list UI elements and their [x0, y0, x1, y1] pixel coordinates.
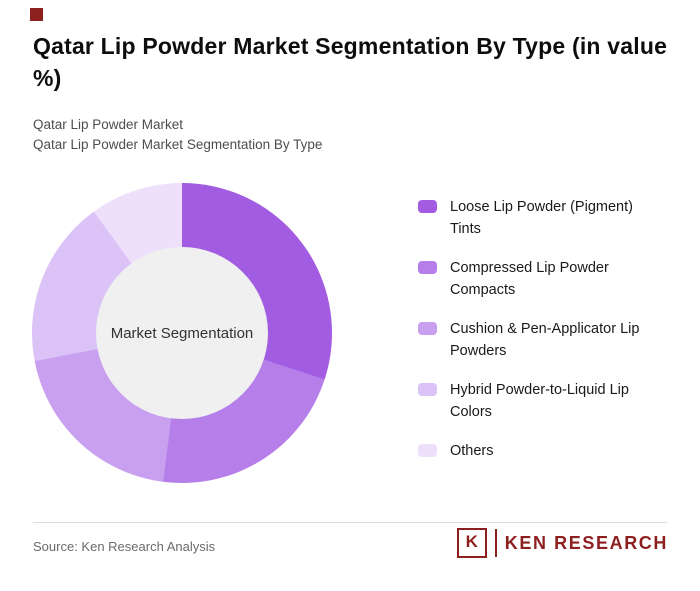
source-text: Source: Ken Research Analysis [33, 539, 216, 554]
logo-k-icon: K [456, 528, 487, 558]
chart-subtitle-segmentation: Qatar Lip Powder Market Segmentation By … [33, 137, 323, 152]
legend-item: Loose Lip Powder (Pigment) Tints [418, 196, 668, 241]
legend-label: Hybrid Powder-to-Liquid Lip Colors [450, 381, 629, 421]
legend-item: Cushion & Pen-Applicator Lip Powders [418, 318, 668, 363]
legend-swatch [418, 443, 437, 457]
legend-item: Others [418, 440, 668, 462]
logo-separator [494, 529, 497, 557]
ken-research-logo: K KEN RESEARCH [456, 528, 668, 558]
legend-swatch [418, 200, 437, 213]
donut-center-label: Market Segmentation [110, 324, 254, 342]
footer-divider [33, 522, 667, 523]
chart-subtitle-market: Qatar Lip Powder Market [33, 117, 184, 132]
donut-chart: Market Segmentation [32, 183, 332, 483]
legend-label: Compressed Lip Powder Compacts [450, 259, 609, 299]
page-title: Qatar Lip Powder Market Segmentation By … [33, 33, 668, 92]
logo-k-letter: K [465, 532, 478, 551]
legend-item: Compressed Lip Powder Compacts [418, 257, 668, 302]
legend-swatch [418, 382, 437, 396]
legend-swatch [418, 260, 437, 274]
legend-swatch [418, 321, 437, 335]
legend-item: Hybrid Powder-to-Liquid Lip Colors [418, 379, 668, 424]
legend-label: Cushion & Pen-Applicator Lip Powders [450, 320, 640, 360]
legend-label: Loose Lip Powder (Pigment) Tints [450, 199, 633, 238]
donut-center: Market Segmentation [96, 247, 268, 419]
title-accent-marker [30, 8, 43, 21]
logo-text: KEN RESEARCH [504, 532, 668, 553]
legend-label: Others [450, 442, 494, 459]
chart-legend: Loose Lip Powder (Pigment) Tints Compres… [418, 196, 668, 478]
